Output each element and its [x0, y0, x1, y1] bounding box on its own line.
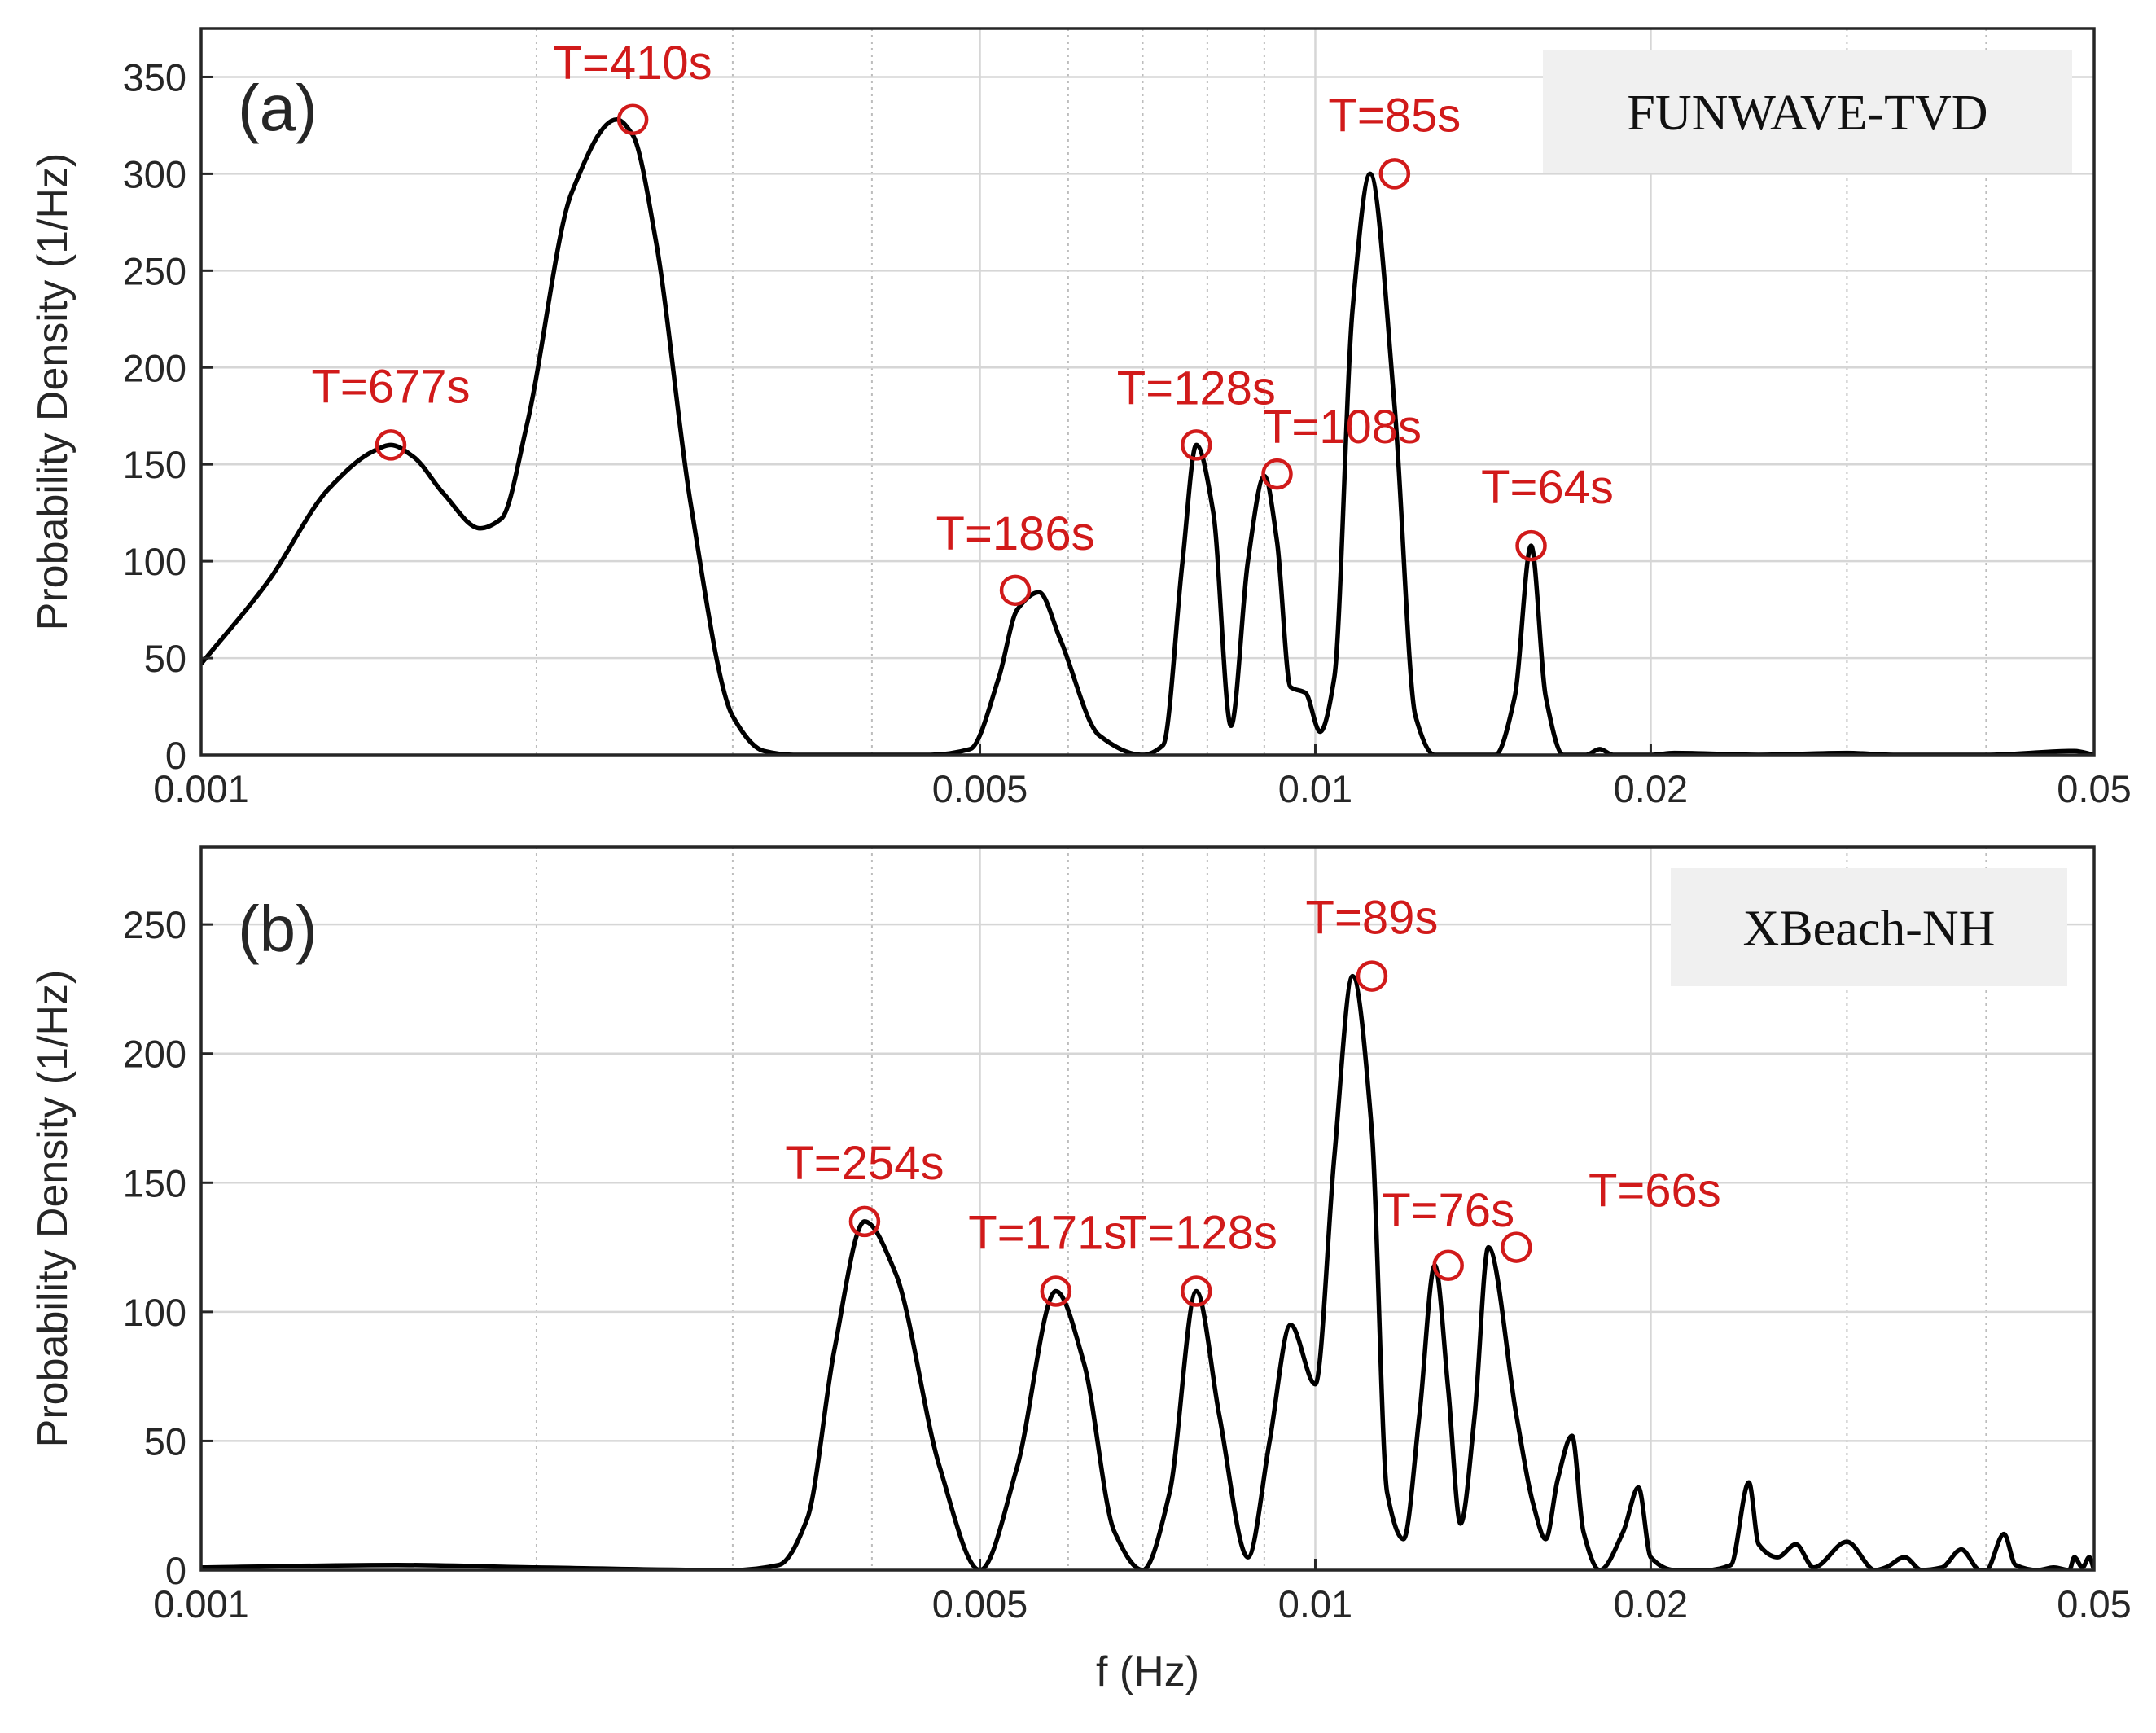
x-tick-label: 0.005	[932, 767, 1028, 810]
peak-label: T=677s	[311, 360, 470, 413]
peak-label: T=410s	[554, 37, 712, 90]
peak-label: T=108s	[1263, 401, 1422, 454]
peak-label: T=64s	[1481, 461, 1614, 514]
x-tick-label: 0.001	[153, 1582, 249, 1626]
y-tick-label: 200	[123, 1033, 186, 1076]
peak-marker	[375, 429, 407, 461]
y-tick-label: 100	[123, 1291, 186, 1334]
panel-a: FUNWAVE-TVD(a)T=677sT=410sT=186sT=128sT=…	[29, 27, 2132, 810]
model-label-box	[1543, 50, 2072, 173]
axes-frame	[199, 27, 2096, 757]
peak-marker	[1515, 529, 1547, 562]
peak-label: T=76s	[1382, 1184, 1514, 1237]
y-tick-label: 200	[123, 346, 186, 389]
peak-label: T=171s	[968, 1206, 1127, 1259]
peak-marker	[999, 574, 1032, 607]
x-tick-label: 0.05	[2057, 767, 2131, 810]
y-tick-label: 250	[123, 903, 186, 946]
peak-label: T=186s	[936, 507, 1095, 560]
x-tick-label: 0.001	[153, 767, 249, 810]
y-tick-label: 50	[144, 1419, 186, 1463]
peak-marker	[1356, 960, 1388, 992]
y-axis-label: Probability Density (1/Hz)	[29, 153, 77, 631]
model-label: XBeach-NH	[1743, 902, 1996, 957]
spectrum-line	[201, 973, 2094, 1570]
peak-marker	[1181, 1275, 1212, 1307]
x-tick-label: 0.01	[1278, 767, 1352, 810]
model-label: FUNWAVE-TVD	[1627, 86, 1987, 141]
peak-marker	[848, 1205, 881, 1238]
y-tick-label: 300	[123, 152, 186, 195]
peak-label: T=254s	[785, 1137, 944, 1190]
peak-marker	[1181, 429, 1212, 461]
peak-marker	[616, 103, 649, 136]
spectrum-line	[201, 117, 2094, 755]
peak-marker	[1432, 1249, 1464, 1282]
model-label-box	[1671, 868, 2067, 986]
x-tick-label: 0.005	[932, 1582, 1028, 1626]
y-tick-label: 50	[144, 637, 186, 680]
x-tick-label: 0.02	[1614, 1582, 1688, 1626]
x-tick-label: 0.05	[2057, 1582, 2131, 1626]
y-tick-label: 0	[165, 734, 186, 777]
peak-label: T=66s	[1589, 1165, 1721, 1217]
x-axis-label: f (Hz)	[1096, 1648, 1199, 1696]
peak-marker	[1261, 458, 1293, 490]
peak-label: T=85s	[1328, 89, 1461, 142]
x-tick-label: 0.01	[1278, 1582, 1352, 1626]
peak-marker	[1501, 1231, 1532, 1263]
y-tick-label: 100	[123, 540, 186, 583]
y-tick-label: 0	[165, 1549, 186, 1592]
peak-marker	[1378, 158, 1411, 190]
panel-label: (b)	[238, 893, 318, 965]
y-tick-label: 250	[123, 249, 186, 292]
axes-frame	[199, 845, 2096, 1572]
y-tick-label: 150	[123, 1161, 186, 1204]
x-tick-label: 0.02	[1614, 767, 1688, 810]
peak-label: T=89s	[1306, 892, 1439, 945]
y-axis-label: Probability Density (1/Hz)	[29, 970, 77, 1448]
y-tick-label: 150	[123, 443, 186, 486]
peak-label: T=128s	[1117, 362, 1276, 415]
peak-label: T=128s	[1119, 1206, 1277, 1259]
y-tick-label: 350	[123, 55, 186, 99]
panel-label: (a)	[238, 72, 318, 144]
peak-marker	[1040, 1275, 1072, 1307]
